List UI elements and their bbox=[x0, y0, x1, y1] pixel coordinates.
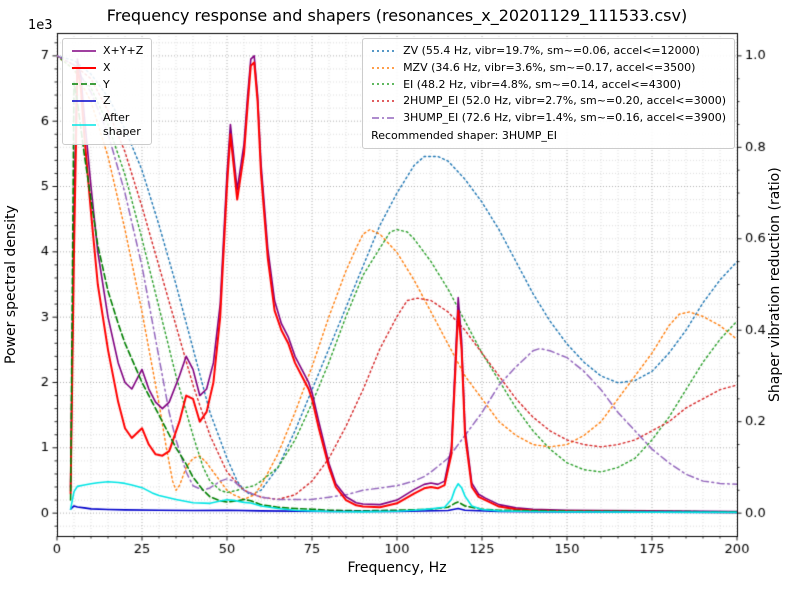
legend-label-x: X bbox=[103, 60, 111, 74]
legend-label-y: Y bbox=[103, 77, 110, 91]
legend-line-xyz-icon bbox=[72, 50, 96, 52]
legend-label-3hump-ei: 3HUMP_EI (72.6 Hz, vibr=1.4%, sm~=0.16, … bbox=[403, 111, 726, 124]
y-axis-label-left: Power spectral density bbox=[3, 205, 19, 364]
y-axis-label-right: Shaper vibration reduction (ratio) bbox=[767, 167, 783, 402]
legend-item-3hump-ei: 3HUMP_EI (72.6 Hz, vibr=1.4%, sm~=0.16, … bbox=[371, 111, 726, 125]
legend-label-ei: EI (48.2 Hz, vibr=4.8%, sm~=0.14, accel<… bbox=[403, 77, 682, 91]
legend-label-xyz: X+Y+Z bbox=[103, 44, 144, 57]
legend-line-2hump-ei-icon bbox=[372, 100, 397, 102]
legend-label-z: Z bbox=[103, 94, 111, 108]
legend-psd: X+Y+Z X Y Z After shaper bbox=[62, 38, 153, 145]
legend-line-z-icon bbox=[72, 100, 96, 102]
legend-line-after-shaper-icon bbox=[72, 123, 96, 126]
legend-item-x: X bbox=[71, 61, 143, 75]
legend-label-mzv: MZV (34.6 Hz, vibr=3.6%, sm~=0.17, accel… bbox=[403, 60, 696, 74]
legend-item-z: Z bbox=[71, 94, 143, 108]
legend-label-2hump-ei: 2HUMP_EI (52.0 Hz, vibr=2.7%, sm~=0.20, … bbox=[403, 94, 726, 108]
recommended-shaper-note: Recommended shaper: 3HUMP_EI bbox=[371, 128, 558, 142]
x-axis-label: Frequency, Hz bbox=[347, 560, 447, 576]
legend-line-ei-icon bbox=[372, 83, 397, 86]
legend-item-mzv: MZV (34.6 Hz, vibr=3.6%, sm~=0.17, accel… bbox=[371, 61, 726, 75]
legend-label-after-shaper: After shaper bbox=[103, 111, 141, 138]
legend-item-after-shaper: After shaper bbox=[71, 111, 143, 139]
chart-title: Frequency response and shapers (resonanc… bbox=[106, 6, 688, 25]
legend-item-ei: EI (48.2 Hz, vibr=4.8%, sm~=0.14, accel<… bbox=[371, 78, 726, 92]
legend-line-zv-icon bbox=[372, 50, 397, 52]
legend-label-zv: ZV (55.4 Hz, vibr=19.7%, sm~=0.06, accel… bbox=[403, 44, 700, 57]
legend-line-x-icon bbox=[72, 66, 96, 69]
legend-line-y-icon bbox=[72, 83, 96, 86]
y-axis-offset-label: 1e3 bbox=[28, 18, 53, 33]
legend-line-3hump-ei-icon bbox=[372, 117, 397, 119]
legend-item-xyz: X+Y+Z bbox=[71, 44, 143, 58]
legend-item-y: Y bbox=[71, 78, 143, 92]
legend-item-2hump-ei: 2HUMP_EI (52.0 Hz, vibr=2.7%, sm~=0.20, … bbox=[371, 94, 726, 108]
legend-item-zv: ZV (55.4 Hz, vibr=19.7%, sm~=0.06, accel… bbox=[371, 44, 726, 58]
legend-line-mzv-icon bbox=[372, 66, 397, 69]
legend-shapers: ZV (55.4 Hz, vibr=19.7%, sm~=0.06, accel… bbox=[362, 38, 735, 149]
